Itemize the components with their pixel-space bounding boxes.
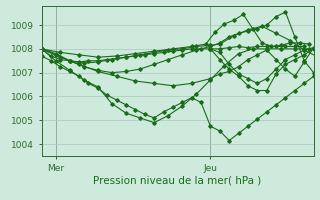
X-axis label: Pression niveau de la mer( hPa ): Pression niveau de la mer( hPa ) (93, 175, 262, 185)
